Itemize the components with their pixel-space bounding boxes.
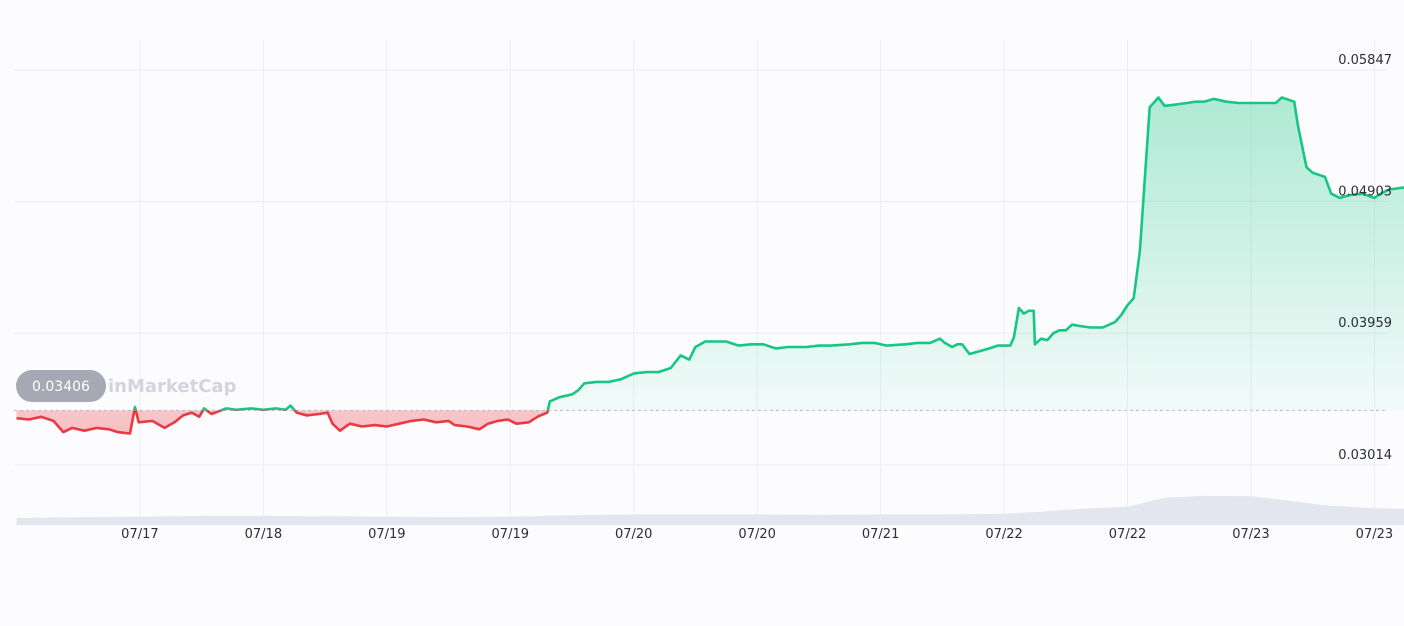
watermark-text: inMarketCap xyxy=(108,376,237,397)
y-tick-label: 0.03959 xyxy=(1338,316,1392,331)
x-tick-label: 07/20 xyxy=(738,527,775,542)
x-tick-label: 07/22 xyxy=(985,527,1022,542)
volume-area xyxy=(16,496,1404,525)
x-tick-label: 07/23 xyxy=(1232,527,1269,542)
y-tick-label: 0.04903 xyxy=(1338,185,1392,200)
y-tick-label: 0.05847 xyxy=(1338,53,1392,68)
x-tick-label: 07/19 xyxy=(492,527,529,542)
x-tick-label: 07/21 xyxy=(862,527,899,542)
x-tick-label: 07/18 xyxy=(245,527,282,542)
reference-badge: 0.03406 xyxy=(16,370,106,402)
x-tick-label: 07/20 xyxy=(615,527,652,542)
x-tick-label: 07/17 xyxy=(121,527,158,542)
x-axis: 07/17 07/18 07/19 07/19 07/20 07/20 07/21 07/22… xyxy=(121,527,1393,542)
x-tick-label: 07/19 xyxy=(368,527,405,542)
x-tick-label: 07/23 xyxy=(1356,527,1393,542)
x-tick-label: 07/22 xyxy=(1109,527,1146,542)
volume-bars xyxy=(16,496,1404,525)
reference-value: 0.03406 xyxy=(32,379,90,395)
y-tick-label: 0.03014 xyxy=(1338,448,1392,463)
